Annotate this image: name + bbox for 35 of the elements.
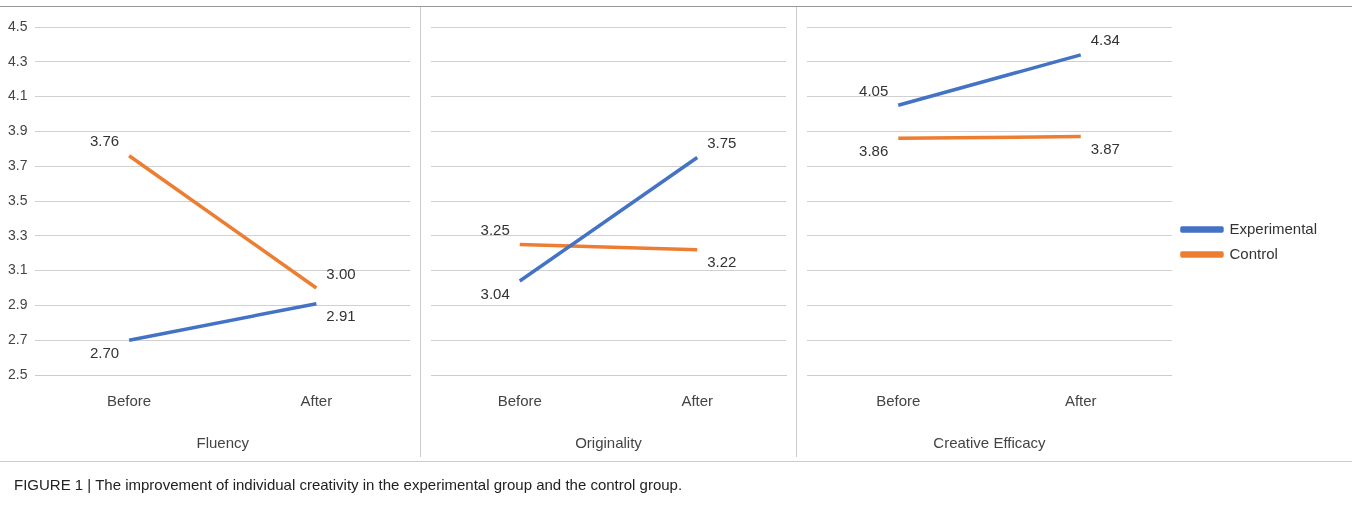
y-tick-label: 3.3 [7, 226, 28, 243]
y-tick-label: 3.9 [7, 122, 28, 139]
x-axis-title: Originality [575, 434, 643, 452]
data-label: 3.04 [480, 284, 510, 302]
caption: FIGURE 1 | The improvement of individual creativity in the experimental group and the control group. [14, 476, 684, 493]
y-tick-label: 2.5 [7, 365, 28, 382]
data-label: 4.05 [859, 81, 889, 99]
data-label: 2.70 [89, 343, 120, 361]
data-label: 3.25 [480, 221, 510, 239]
data-label: 4.34 [1090, 31, 1120, 49]
legend-label: Control [1229, 244, 1278, 262]
y-tick-label: 3.5 [7, 191, 28, 208]
y-tick-label: 3.1 [7, 261, 28, 278]
data-label: 3.86 [859, 142, 889, 159]
legend-label: Experimental [1229, 219, 1318, 237]
x-tick-label: Before [106, 392, 152, 410]
y-tick-label: 4.1 [7, 87, 28, 104]
data-label: 3.87 [1090, 140, 1120, 158]
x-tick-label: After [1064, 392, 1097, 410]
y-tick-label: 4.5 [7, 17, 28, 34]
x-tick-label: Before [497, 392, 542, 410]
data-label: 3.00 [326, 264, 356, 282]
x-tick-label: After [300, 392, 333, 410]
x-tick-label: After [681, 392, 714, 410]
data-label: 3.22 [707, 253, 737, 271]
x-axis-title: Fluency [196, 434, 250, 452]
y-tick-label: 2.9 [7, 296, 28, 313]
data-label: 3.76 [89, 132, 120, 150]
y-tick-label: 2.7 [7, 331, 28, 348]
data-label: 2.91 [326, 307, 356, 325]
x-tick-label: Before [876, 392, 921, 410]
y-tick-label: 4.3 [7, 52, 28, 69]
y-tick-label: 3.7 [7, 157, 28, 174]
x-axis-title: Creative Efficacy [933, 434, 1047, 452]
data-label: 3.75 [707, 134, 737, 152]
